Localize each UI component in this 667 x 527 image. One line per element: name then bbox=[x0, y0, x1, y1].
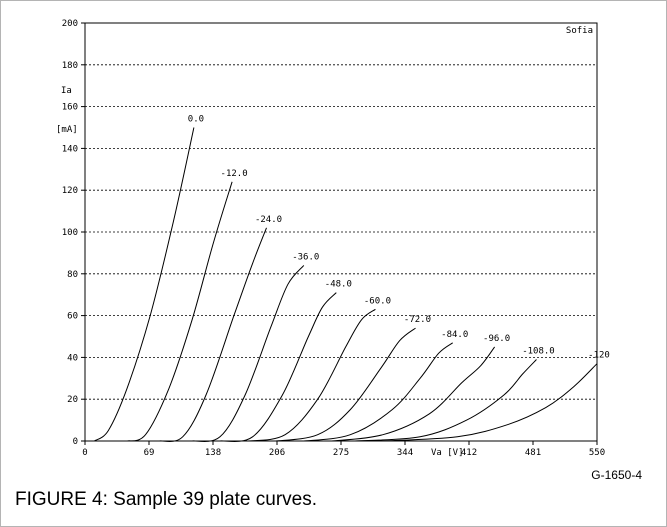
plate-curve bbox=[94, 127, 195, 442]
plate-curve bbox=[192, 265, 305, 443]
curve-label: -84.0 bbox=[441, 330, 468, 340]
x-tick-label: 275 bbox=[333, 448, 349, 458]
figure-caption: FIGURE 4: Sample 39 plate curves. bbox=[15, 489, 318, 510]
plate-curve bbox=[354, 359, 537, 442]
plate-curve bbox=[331, 346, 496, 442]
plate-curve bbox=[303, 342, 453, 442]
y-tick-label: 200 bbox=[62, 19, 78, 29]
figure-id: G-1650-4 bbox=[591, 468, 642, 482]
curve-label: -120 bbox=[588, 351, 610, 361]
x-tick-label: 412 bbox=[461, 448, 477, 458]
x-tick-labels: 0 69 138 206 275 344 412 481 550 bbox=[82, 448, 605, 458]
corner-label: Sofia bbox=[566, 26, 593, 36]
plate-curve bbox=[275, 327, 416, 442]
x-tick-label: 138 bbox=[205, 448, 221, 458]
curve-label: -108.0 bbox=[522, 346, 555, 356]
curve-label: -36.0 bbox=[292, 252, 319, 262]
y-tick-label: 100 bbox=[62, 228, 78, 238]
plate-curve bbox=[382, 363, 598, 442]
y-tick-label: 20 bbox=[67, 395, 78, 405]
y-tick-labels: 0 20 40 60 80 100 120 140 160 180 200 bbox=[62, 19, 78, 447]
curve-label: -48.0 bbox=[325, 280, 352, 290]
plate-curves-chart: 0 20 40 60 80 100 120 140 160 180 200 0 69 138 206 275… bbox=[56, 19, 610, 458]
y-tick-label: 80 bbox=[67, 270, 78, 280]
x-axis-label: Va [V] bbox=[431, 448, 464, 458]
y-axis-label-unit: [mA] bbox=[56, 125, 78, 135]
plate-curve bbox=[219, 292, 337, 443]
curve-labels: 0.0 -12.0 -24.0 -36.0 -48.0 -60.0 -72.0 -84.0 -9… bbox=[188, 115, 610, 361]
y-tick-label: 40 bbox=[67, 353, 78, 363]
plate-curve bbox=[159, 227, 267, 443]
y-tick-label: 180 bbox=[62, 61, 78, 71]
plate-curve bbox=[247, 308, 376, 442]
x-tick-label: 69 bbox=[144, 448, 155, 458]
curve-label: -12.0 bbox=[221, 169, 248, 179]
plate-curve bbox=[126, 181, 233, 442]
x-tick-label: 0 bbox=[82, 448, 87, 458]
curve-label: 0.0 bbox=[188, 115, 204, 125]
curve-label: -24.0 bbox=[255, 215, 282, 225]
x-tick-label: 206 bbox=[269, 448, 285, 458]
y-tick-label: 120 bbox=[62, 186, 78, 196]
plot-area-border bbox=[84, 22, 598, 442]
y-tick-label: 0 bbox=[73, 437, 78, 447]
x-tick-label: 481 bbox=[525, 448, 541, 458]
curve-label: -60.0 bbox=[364, 296, 391, 306]
x-tick-label: 550 bbox=[589, 448, 605, 458]
y-axis-label-symbol: Ia bbox=[61, 86, 72, 96]
x-tick-label: 344 bbox=[397, 448, 413, 458]
curves bbox=[94, 127, 598, 443]
gridlines bbox=[81, 22, 598, 445]
y-tick-label: 60 bbox=[67, 312, 78, 322]
curve-label: -72.0 bbox=[404, 315, 431, 325]
y-tick-label: 160 bbox=[62, 103, 78, 113]
curve-label: -96.0 bbox=[483, 334, 510, 344]
y-tick-label: 140 bbox=[62, 144, 78, 154]
